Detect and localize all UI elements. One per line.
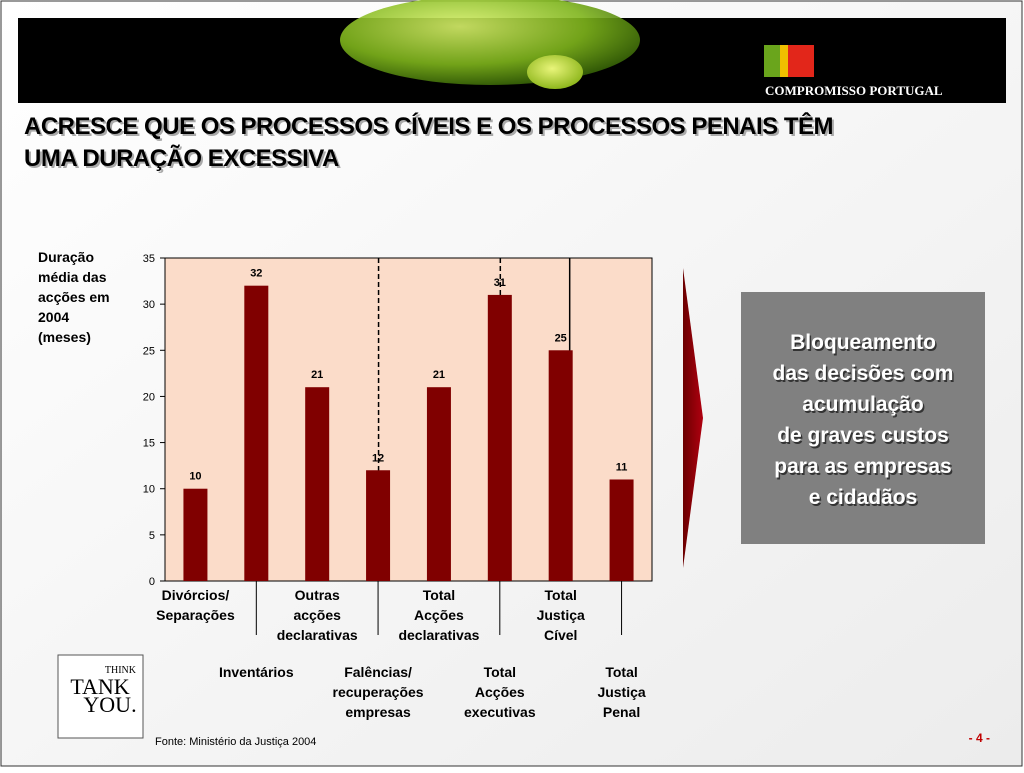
y-tick-label: 35 xyxy=(143,253,155,265)
bar xyxy=(305,387,330,581)
data-label: 11 xyxy=(616,461,628,473)
bar xyxy=(366,470,391,581)
x-tick-label: Inventários xyxy=(219,664,294,680)
x-tick-label: Total Acções executivas xyxy=(464,664,536,720)
callout: Bloqueamento das decisões com acumulação de… xyxy=(773,331,955,511)
logo-yellow xyxy=(780,45,788,77)
callout-shadow: Bloqueamento das decisões com acumulação de… xyxy=(774,333,955,511)
title: ACRESCE QUE OS PROCESSOS CÍVEIS E OS PRO… xyxy=(24,112,836,174)
data-label: 21 xyxy=(433,369,445,381)
y-tick-label: 25 xyxy=(143,345,155,357)
chart: Duração média das acções em 2004 (meses) 0 5 10… xyxy=(38,249,653,720)
y-tick-label: 15 xyxy=(143,438,155,450)
arrow xyxy=(683,268,703,568)
callout-box xyxy=(741,292,985,544)
logo-green xyxy=(764,45,780,77)
data-label: 31 xyxy=(494,277,506,289)
callout-text: Bloqueamento das decisões com acumulação de… xyxy=(773,331,954,509)
x-tick-label: Total Justiça Penal xyxy=(597,664,645,720)
source: Fonte: Ministério da Justiça 2004 xyxy=(155,736,316,748)
x-tick-label: Outras acções declarativas xyxy=(277,587,358,643)
title-shadow: ACRESCE QUE OS PROCESSOS CÍVEIS E OS PRO… xyxy=(26,114,835,174)
title-text: ACRESCE QUE OS PROCESSOS CÍVEIS E OS PRO… xyxy=(24,112,833,172)
page-number: - 4 - xyxy=(969,731,990,745)
header-blob xyxy=(527,55,583,89)
logo-box xyxy=(57,654,144,739)
y-tick-label: 10 xyxy=(143,484,155,496)
data-label: 10 xyxy=(189,471,201,483)
bar xyxy=(609,479,634,581)
y-tick-label: 30 xyxy=(143,299,155,311)
x-tick-label: Total Justiça Cível xyxy=(537,587,585,643)
data-label: 32 xyxy=(250,268,262,280)
logo-think: THINK xyxy=(105,665,137,676)
bar xyxy=(183,488,208,581)
bar xyxy=(244,285,269,581)
data-label: 25 xyxy=(555,332,567,344)
x-tick-label: Falências/recuperações empresas xyxy=(333,664,424,720)
data-label: 12 xyxy=(372,452,384,464)
y-tick-label: 5 xyxy=(149,530,155,542)
x-tick-label: Divórcios/Separações xyxy=(156,587,235,623)
logo-red xyxy=(788,45,814,77)
data-label: 21 xyxy=(311,369,323,381)
logo-you: YOU. xyxy=(83,692,136,717)
y-axis-label: Duração média das acções em 2004 (meses) xyxy=(38,249,110,345)
bar xyxy=(548,350,573,581)
brand: COMPROMISSO PORTUGAL xyxy=(765,83,943,98)
x-tick-label: Total Acções declarativas xyxy=(398,587,479,643)
y-tick-label: 20 xyxy=(143,391,155,403)
bar xyxy=(426,387,451,581)
logo-tank: TANK xyxy=(70,674,129,699)
bar xyxy=(487,294,512,581)
y-tick-label: 0 xyxy=(149,576,155,588)
plot-area xyxy=(164,257,653,582)
